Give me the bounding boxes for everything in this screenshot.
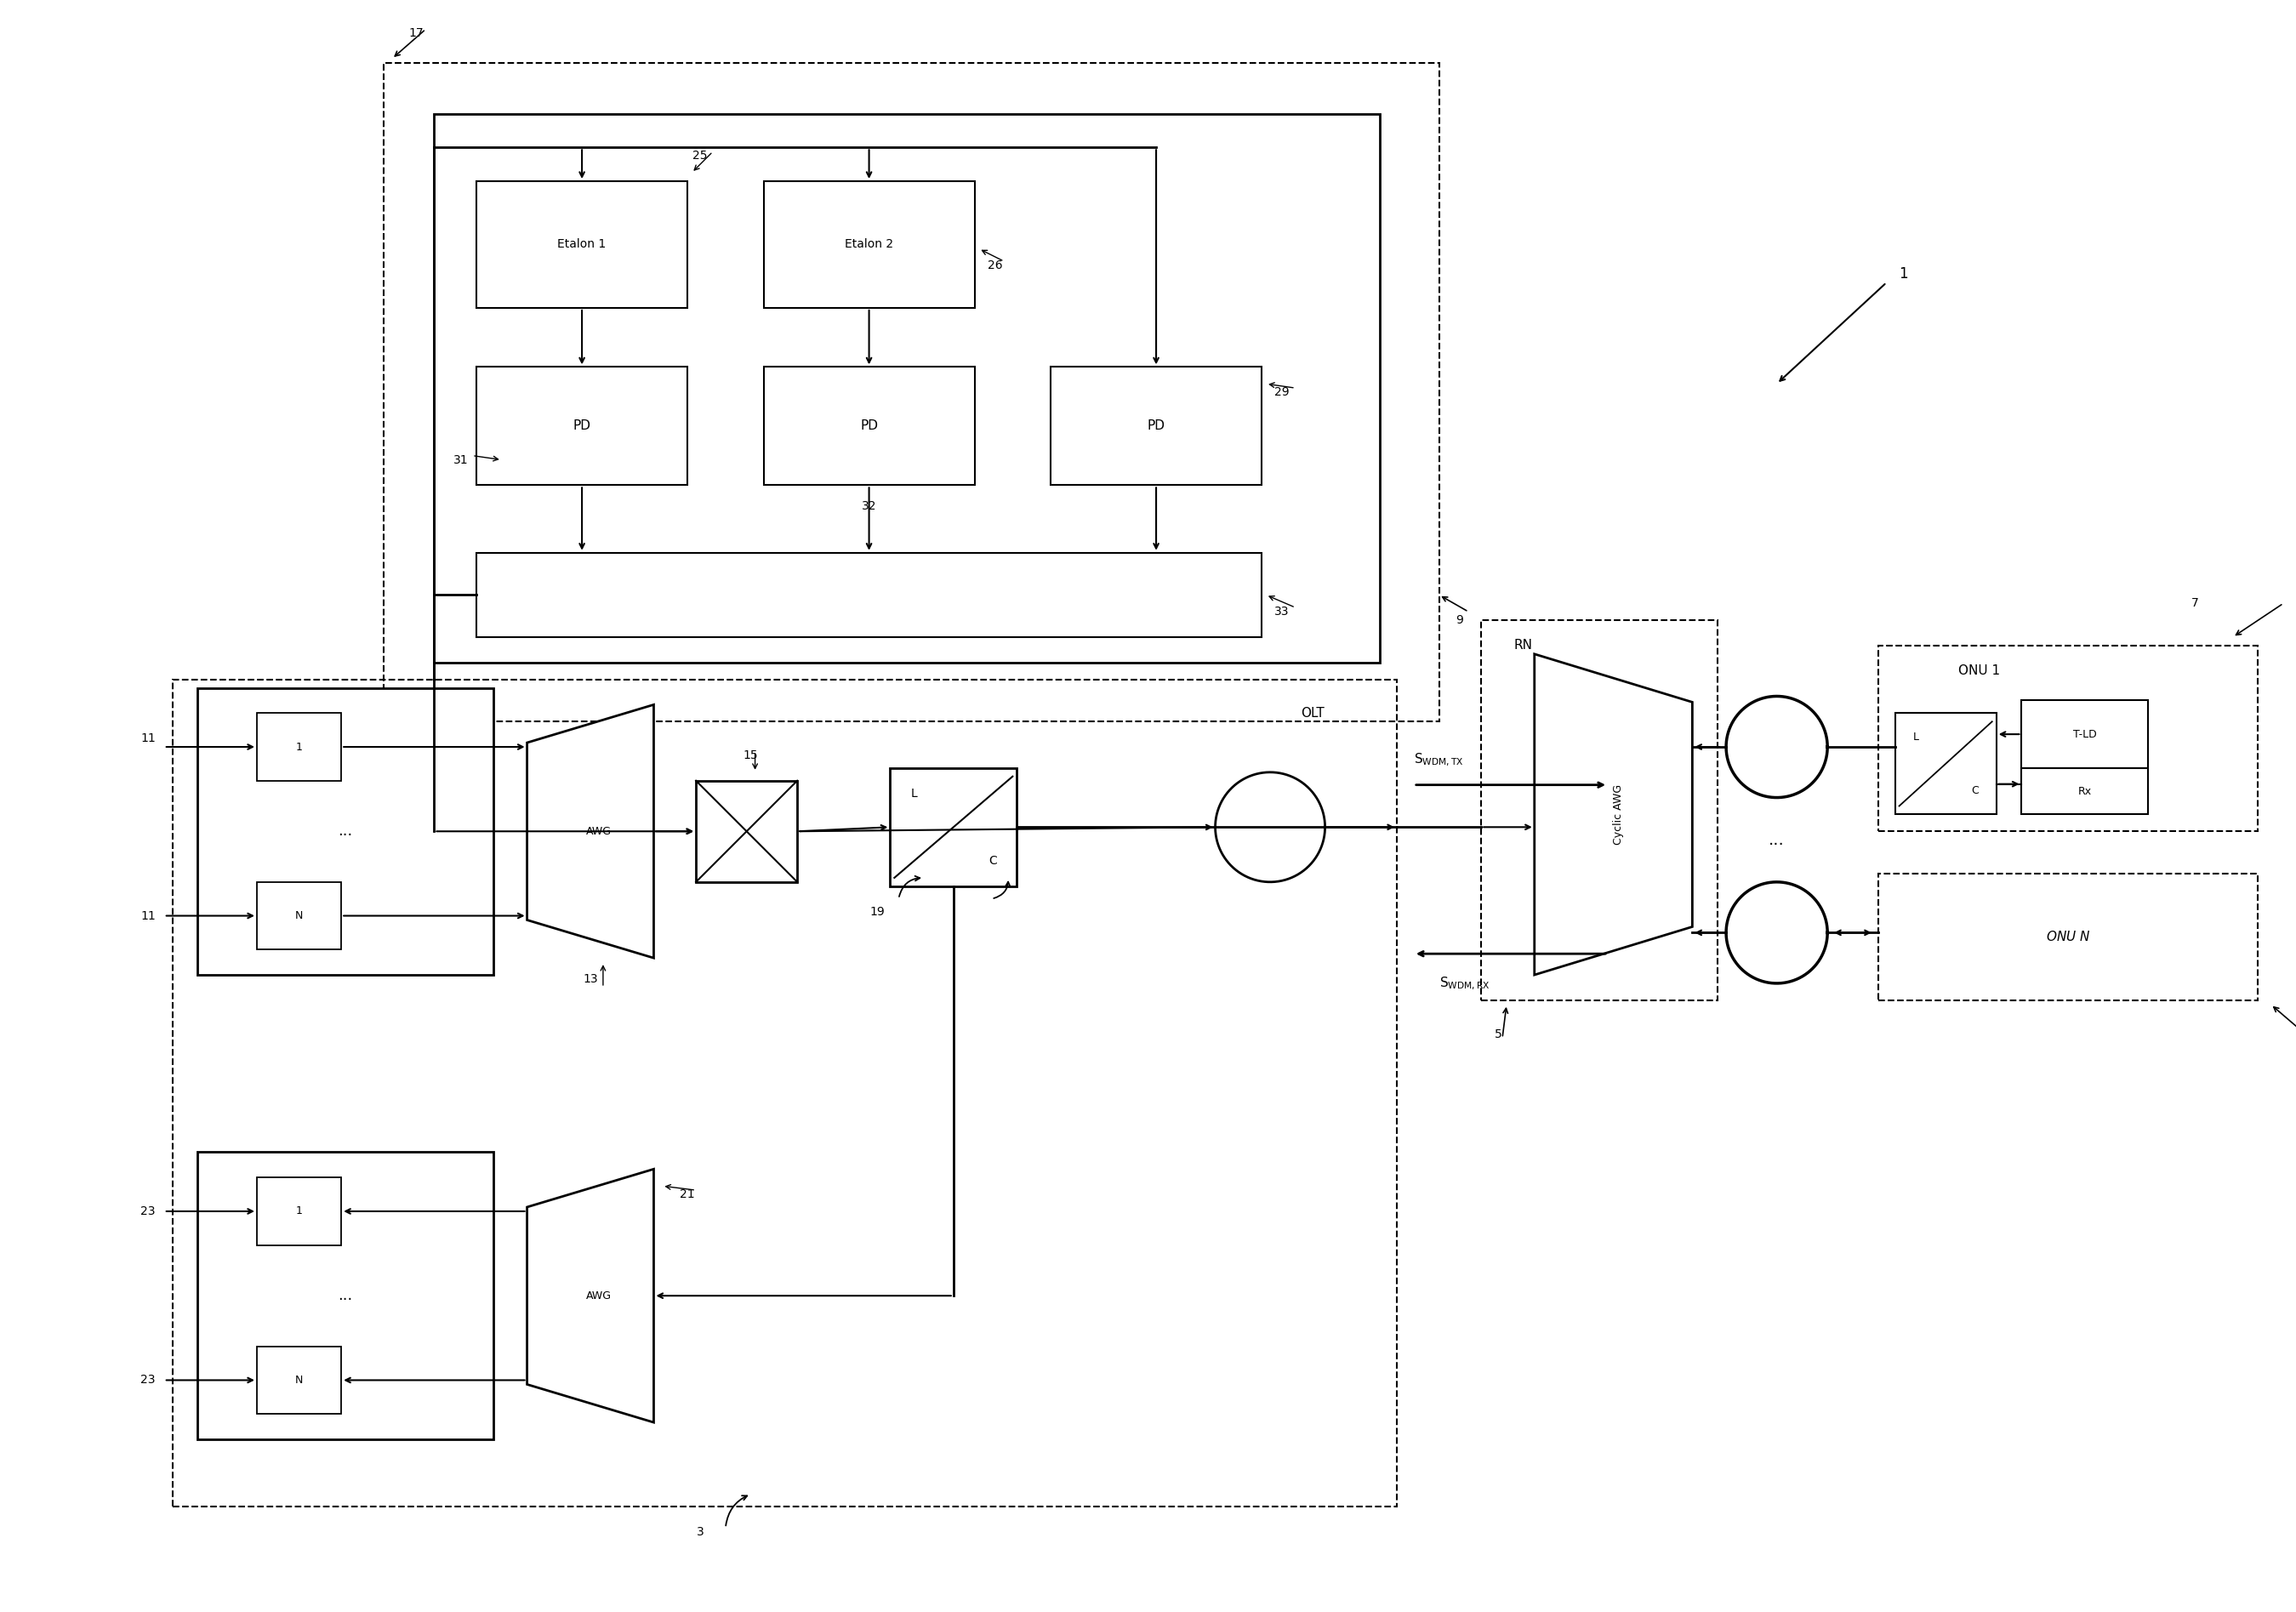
Text: 1: 1 <box>1899 266 1908 282</box>
Text: 23: 23 <box>140 1206 156 1217</box>
FancyBboxPatch shape <box>257 882 342 949</box>
Text: ...: ... <box>338 824 354 838</box>
Text: 1: 1 <box>296 742 303 753</box>
Text: 1: 1 <box>296 1206 303 1217</box>
Text: 31: 31 <box>452 455 468 466</box>
Text: Etalon 2: Etalon 2 <box>845 239 893 250</box>
Text: ...: ... <box>1768 832 1784 848</box>
FancyBboxPatch shape <box>257 1346 342 1414</box>
FancyBboxPatch shape <box>475 181 687 308</box>
Text: 29: 29 <box>1274 387 1290 398</box>
Text: PD: PD <box>574 419 590 432</box>
Text: Cyclic AWG: Cyclic AWG <box>1612 783 1623 845</box>
Text: 25: 25 <box>693 150 707 161</box>
Text: 11: 11 <box>140 732 156 745</box>
Text: 23: 23 <box>140 1373 156 1386</box>
FancyBboxPatch shape <box>197 1153 494 1440</box>
Text: 5: 5 <box>1495 1028 1502 1040</box>
FancyBboxPatch shape <box>2023 701 2149 767</box>
FancyBboxPatch shape <box>891 767 1017 887</box>
Text: Etalon 1: Etalon 1 <box>558 239 606 250</box>
Text: L: L <box>1913 732 1919 742</box>
FancyBboxPatch shape <box>1894 713 1995 814</box>
Text: S$_{\mathsf{WDM,RX}}$: S$_{\mathsf{WDM,RX}}$ <box>1440 975 1490 991</box>
FancyBboxPatch shape <box>696 780 797 882</box>
Text: 17: 17 <box>409 27 425 39</box>
Text: 11: 11 <box>140 909 156 922</box>
Text: 33: 33 <box>1274 606 1290 617</box>
Text: 15: 15 <box>744 750 758 761</box>
Text: RN: RN <box>1513 640 1534 651</box>
Text: ONU $N$: ONU $N$ <box>2046 930 2089 943</box>
Text: L: L <box>912 787 916 800</box>
FancyBboxPatch shape <box>475 368 687 485</box>
Text: 21: 21 <box>680 1188 696 1201</box>
Text: 13: 13 <box>583 974 597 985</box>
Polygon shape <box>528 1169 654 1422</box>
Text: 7: 7 <box>2190 598 2200 609</box>
Polygon shape <box>528 704 654 958</box>
Text: Rx: Rx <box>2078 785 2092 796</box>
Text: PD: PD <box>861 419 877 432</box>
Text: C: C <box>990 854 996 867</box>
FancyBboxPatch shape <box>1052 368 1263 485</box>
FancyBboxPatch shape <box>475 553 1263 637</box>
FancyBboxPatch shape <box>434 113 1380 663</box>
Text: T-LD: T-LD <box>2073 729 2096 740</box>
FancyBboxPatch shape <box>257 713 342 780</box>
Text: C: C <box>1972 785 1979 796</box>
Text: ...: ... <box>338 1288 354 1304</box>
Text: ONU 1: ONU 1 <box>1958 664 2000 677</box>
Text: S$_{\mathsf{WDM,TX}}$: S$_{\mathsf{WDM,TX}}$ <box>1414 751 1463 767</box>
Text: AWG: AWG <box>585 825 611 837</box>
FancyBboxPatch shape <box>257 1177 342 1244</box>
Text: OLT: OLT <box>1300 706 1325 719</box>
Text: 9: 9 <box>1456 614 1463 625</box>
Polygon shape <box>1534 654 1692 975</box>
Text: N: N <box>296 1375 303 1386</box>
Text: AWG: AWG <box>585 1290 611 1301</box>
FancyBboxPatch shape <box>765 181 974 308</box>
Text: PD: PD <box>1148 419 1164 432</box>
Text: 3: 3 <box>696 1527 705 1538</box>
FancyBboxPatch shape <box>2023 767 2149 814</box>
Text: 32: 32 <box>861 500 877 513</box>
FancyBboxPatch shape <box>765 368 974 485</box>
FancyBboxPatch shape <box>197 688 494 975</box>
Text: 26: 26 <box>987 260 1003 271</box>
Text: 19: 19 <box>870 906 884 917</box>
Text: N: N <box>296 911 303 922</box>
